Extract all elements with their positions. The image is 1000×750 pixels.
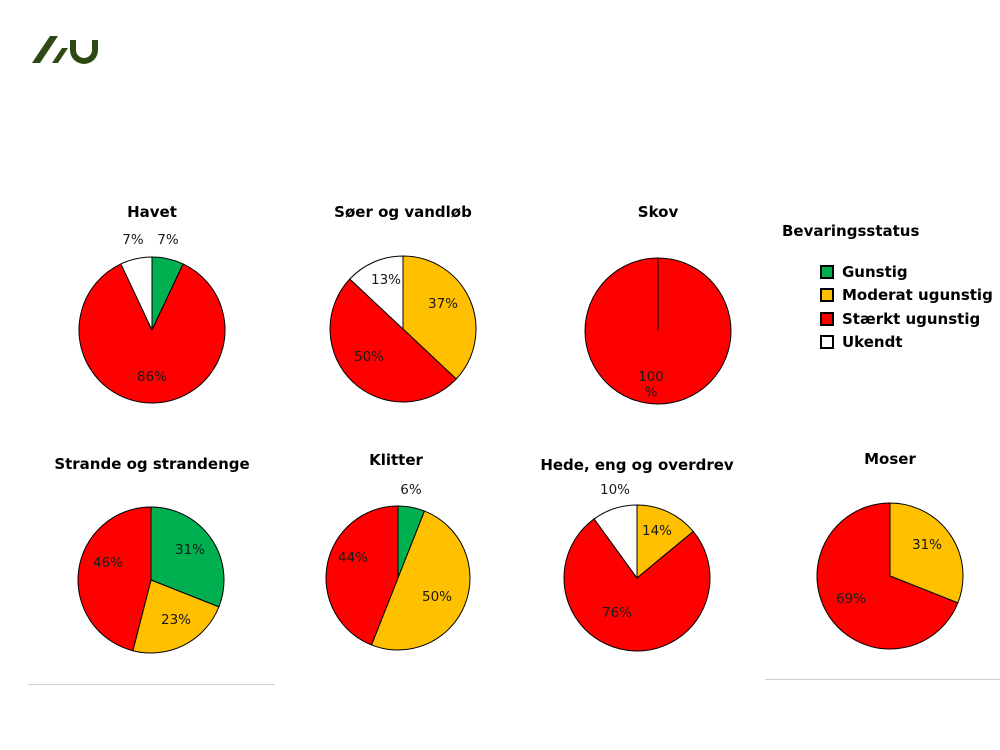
pie-slice-klitter-moderat-ugunstig: [370, 510, 471, 651]
legend: Bevaringsstatus Gunstig Moderat ugunstig…: [782, 222, 993, 354]
pie-slice-soeer-og-vandloeb-staerkt-ugunstig: [329, 278, 457, 403]
pie-label-strande-og-strandenge-moderat-ugunstig: 23%: [161, 612, 191, 628]
legend-swatch-moderat-ugunstig: [820, 288, 834, 303]
pie-slice-havet-ukendt: [120, 256, 153, 331]
divider-left: [28, 684, 275, 685]
pie-label-hede-eng-og-overdrev-ukendt: 10%: [600, 482, 630, 498]
chart-title-havet: Havet: [127, 203, 177, 221]
legend-title: Bevaringsstatus: [782, 222, 920, 240]
pie-slice-moser-moderat-ugunstig: [889, 502, 964, 604]
chart-title-soer-og-vandloeb: Søer og vandløb: [334, 203, 472, 221]
chart-title-hede-eng-og-overdrev: Hede, eng og overdrev: [540, 456, 734, 474]
pie-label-skov-staerkt-ugunstig: 100%: [638, 369, 664, 401]
legend-item-staerkt-ugunstig: Stærkt ugunstig: [782, 307, 993, 331]
divider-right: [765, 679, 1000, 680]
pie-label-soeer-og-vandloeb-staerkt-ugunstig: 50%: [354, 349, 384, 365]
legend-label-gunstig: Gunstig: [842, 262, 908, 281]
legend-label-moderat-ugunstig: Moderat ugunstig: [842, 286, 993, 305]
pie-slice-soeer-og-vandloeb-moderat-ugunstig: [402, 255, 477, 380]
pie-label-havet-ukendt: 7%: [122, 232, 144, 248]
pie-slice-soeer-og-vandloeb-ukendt: [349, 255, 404, 331]
pie-label-strande-og-strandenge-staerkt-ugunstig: 46%: [93, 555, 123, 571]
pie-slice-hede-eng-og-overdrev-staerkt-ugunstig: [563, 518, 711, 652]
pie-slice-strande-og-strandenge-gunstig: [150, 506, 225, 608]
pie-slice-strande-og-strandenge-moderat-ugunstig: [132, 579, 220, 654]
pie-slice-havet-staerkt-ugunstig: [78, 263, 226, 404]
chart-title-skov: Skov: [637, 203, 679, 221]
pie-label-moser-moderat-ugunstig: 31%: [912, 537, 942, 553]
pie-label-klitter-staerkt-ugunstig: 44%: [338, 550, 368, 566]
pie-label-soeer-og-vandloeb-moderat-ugunstig: 37%: [428, 296, 458, 312]
chart-title-moser: Moser: [864, 450, 916, 468]
pie-slice-hede-eng-og-overdrev-ukendt: [593, 504, 638, 580]
pie-label-hede-eng-og-overdrev-moderat-ugunstig: 14%: [642, 523, 672, 539]
pie-label-klitter-gunstig: 6%: [400, 482, 422, 498]
legend-item-ukendt: Ukendt: [782, 331, 993, 355]
legend-item-moderat-ugunstig: Moderat ugunstig: [782, 284, 993, 308]
pie-label-havet-staerkt-ugunstig: 86%: [137, 369, 167, 385]
pie-slice-klitter-staerkt-ugunstig: [325, 505, 399, 646]
pie-label-moser-staerkt-ugunstig: 69%: [836, 591, 866, 607]
legend-label-ukendt: Ukendt: [842, 333, 903, 352]
pie-label-hede-eng-og-overdrev-staerkt-ugunstig: 76%: [602, 605, 632, 621]
pie-slice-strande-og-strandenge-staerkt-ugunstig: [77, 506, 152, 652]
pie-label-strande-og-strandenge-gunstig: 31%: [175, 542, 205, 558]
pie-label-klitter-moderat-ugunstig: 50%: [422, 589, 452, 605]
legend-label-staerkt-ugunstig: Stærkt ugunstig: [842, 309, 981, 328]
pie-slice-moser-staerkt-ugunstig: [816, 502, 959, 650]
pie-label-soeer-og-vandloeb-ukendt: 13%: [371, 272, 401, 288]
legend-swatch-staerkt-ugunstig: [820, 311, 834, 326]
university-logo: [32, 36, 98, 64]
chart-title-klitter: Klitter: [369, 451, 423, 469]
legend-item-gunstig: Gunstig: [782, 260, 993, 284]
legend-swatch-ukendt: [820, 335, 834, 350]
pie-label-havet-gunstig: 7%: [157, 232, 179, 248]
legend-swatch-gunstig: [820, 264, 834, 279]
pie-slice-hede-eng-og-overdrev-moderat-ugunstig: [636, 504, 694, 580]
chart-title-strande-og-strandenge: Strande og strandenge: [54, 455, 250, 473]
